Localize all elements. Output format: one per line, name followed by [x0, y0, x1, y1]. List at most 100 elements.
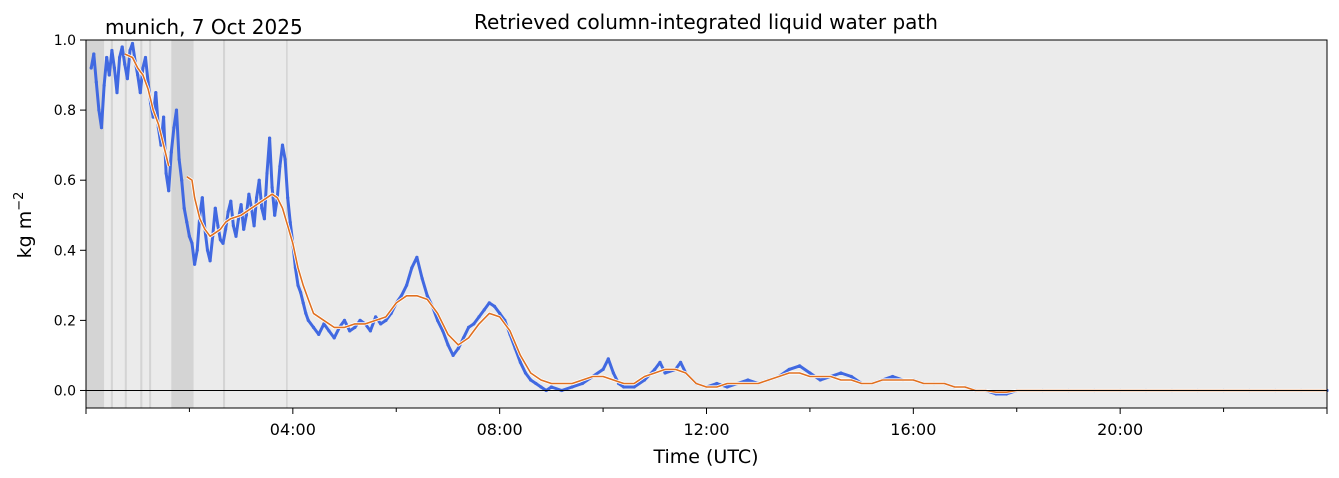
raw-point-34	[177, 157, 181, 161]
y-tick-label-1.0: 1.0	[54, 33, 76, 49]
raw-point-131	[549, 385, 554, 389]
raw-point-2	[94, 80, 98, 84]
raw-point-143	[653, 367, 657, 371]
raw-point-70	[270, 185, 274, 189]
x-tick-label-20: 20:00	[1097, 420, 1143, 439]
raw-point-119	[487, 301, 491, 305]
raw-point-7	[107, 73, 111, 77]
raw-point-84	[306, 318, 310, 322]
raw-point-92	[348, 329, 352, 333]
raw-point-75	[283, 157, 287, 161]
raw-point-125	[518, 360, 523, 364]
raw-point-64	[255, 196, 259, 200]
raw-point-67	[262, 217, 266, 221]
raw-point-88	[327, 329, 331, 333]
x-axis-label: Time (UTC)	[652, 446, 758, 468]
raw-point-39	[190, 241, 194, 245]
raw-point-127	[529, 378, 533, 382]
raw-point-71	[273, 213, 277, 217]
y-axis-label-exponent: −2	[12, 192, 27, 211]
raw-point-81	[299, 290, 303, 294]
raw-point-118	[482, 308, 486, 312]
x-tick-label-16: 16:00	[890, 420, 936, 439]
raw-point-89	[332, 336, 336, 340]
raw-point-12	[120, 45, 124, 49]
raw-point-37	[185, 220, 189, 224]
raw-point-11	[118, 55, 122, 60]
raw-point-111	[446, 343, 450, 347]
y-tick-label-0.4: 0.4	[54, 243, 76, 259]
y-axis-label-base: kg m	[14, 211, 36, 259]
raw-point-6	[105, 55, 109, 60]
flagged-period-5	[171, 40, 194, 408]
x-tick-label-4: 04:00	[270, 420, 316, 439]
raw-point-76	[286, 196, 290, 200]
y-tick-label-0.6: 0.6	[54, 173, 76, 189]
raw-point-40	[193, 262, 197, 266]
raw-point-55	[231, 224, 235, 228]
raw-point-30	[167, 189, 171, 193]
raw-point-142	[642, 378, 647, 382]
raw-point-145	[663, 371, 667, 375]
raw-point-144	[658, 360, 662, 364]
raw-point-5	[102, 84, 106, 88]
raw-point-59	[242, 227, 246, 231]
raw-point-140	[622, 385, 626, 389]
raw-point-104	[410, 266, 414, 270]
raw-point-25	[154, 91, 158, 95]
flagged-period-1	[110, 40, 113, 408]
location-label: munich, 7 Oct 2025	[105, 15, 303, 39]
raw-point-20	[141, 66, 145, 70]
raw-point-129	[539, 385, 543, 389]
raw-point-154	[746, 378, 750, 382]
raw-point-50	[218, 238, 222, 242]
raw-point-115	[467, 325, 471, 329]
raw-point-3	[97, 108, 101, 112]
x-axis: 04:00 08:00 12:00 16:00 20:00	[85, 408, 1328, 439]
raw-point-29	[164, 171, 168, 175]
raw-point-16	[130, 41, 135, 46]
raw-point-63	[252, 224, 256, 228]
raw-point-107	[425, 294, 429, 298]
flagged-period-4	[149, 40, 152, 408]
raw-point-147	[679, 360, 683, 364]
raw-point-69	[268, 136, 272, 140]
flagged-period-0	[86, 40, 105, 408]
raw-point-68	[265, 171, 269, 175]
raw-point-134	[580, 381, 585, 386]
raw-point-93	[353, 325, 357, 329]
raw-point-46	[208, 259, 212, 263]
raw-point-28	[162, 115, 166, 119]
raw-point-85	[311, 325, 316, 329]
raw-point-136	[601, 367, 605, 371]
raw-point-102	[399, 294, 403, 298]
raw-point-86	[317, 332, 321, 336]
raw-point-121	[498, 311, 502, 315]
raw-point-126	[523, 371, 528, 375]
raw-point-106	[420, 276, 424, 280]
raw-point-4	[99, 126, 104, 130]
smoothed-line-0	[124, 53, 170, 167]
raw-point-158	[787, 367, 791, 371]
y-tick-label-0.0: 0.0	[54, 383, 76, 399]
raw-point-96	[368, 329, 372, 333]
raw-point-137	[606, 357, 610, 361]
flagged-period-3	[140, 40, 143, 408]
raw-point-116	[472, 322, 476, 326]
raw-point-105	[415, 255, 419, 259]
raw-point-21	[143, 55, 148, 60]
raw-point-35	[180, 178, 184, 182]
raw-point-56	[234, 234, 238, 238]
raw-point-18	[136, 73, 140, 77]
raw-point-110	[441, 329, 445, 333]
raw-point-138	[611, 371, 616, 375]
raw-point-19	[138, 91, 142, 95]
raw-point-32	[172, 126, 176, 130]
raw-point-73	[278, 164, 282, 168]
raw-point-83	[304, 311, 308, 315]
raw-point-141	[632, 385, 636, 389]
raw-point-66	[260, 206, 264, 210]
raw-point-41	[195, 248, 199, 252]
raw-point-45	[205, 248, 210, 252]
